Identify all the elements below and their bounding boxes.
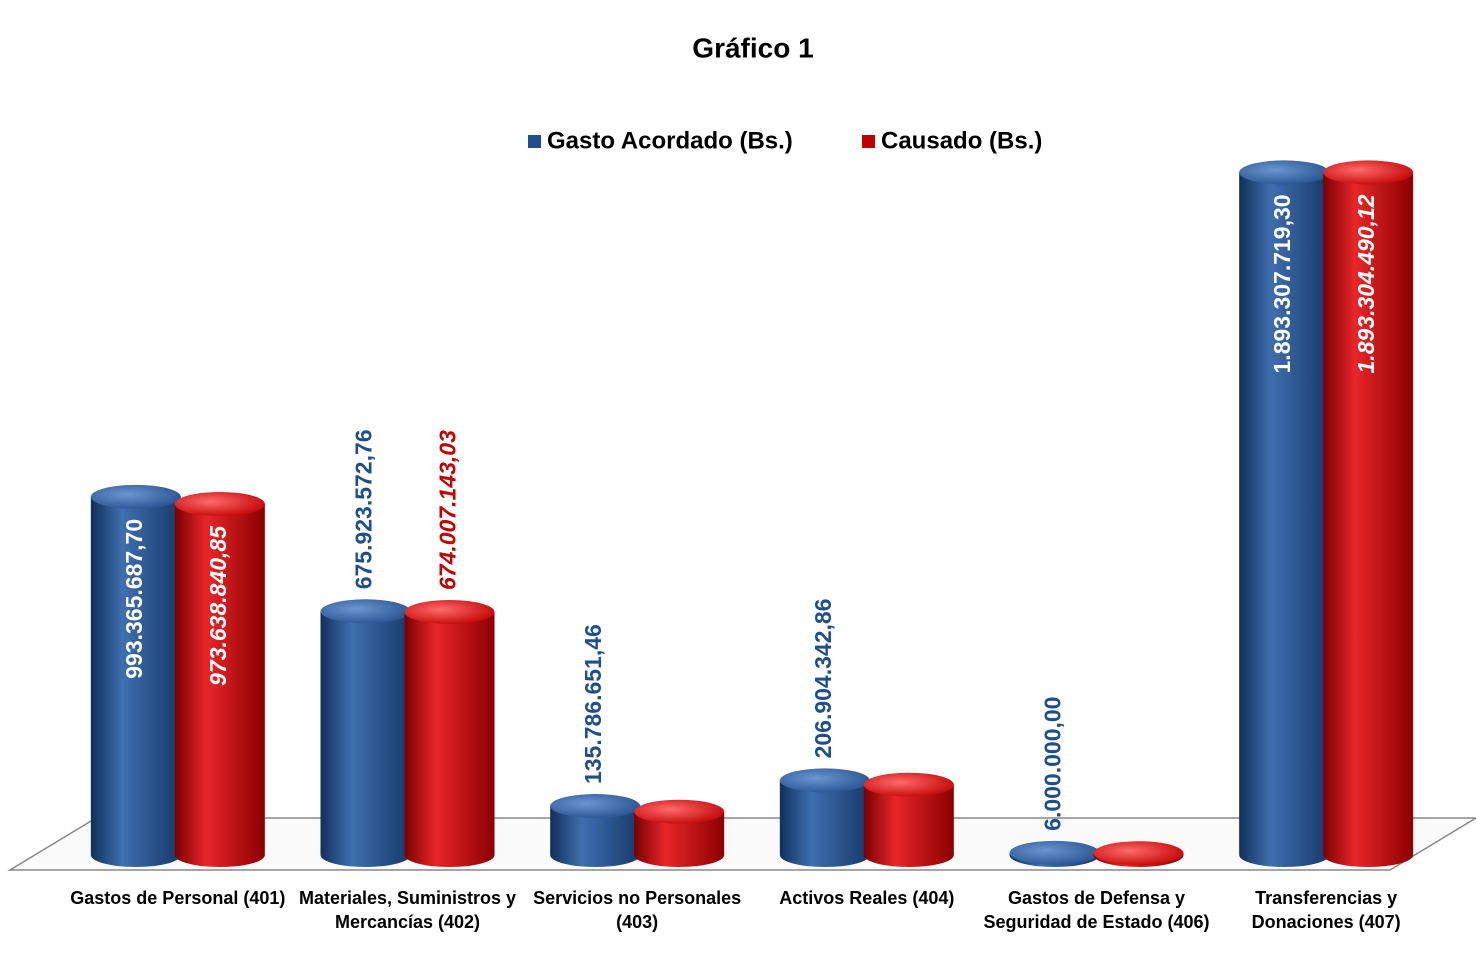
bar-cap bbox=[1009, 840, 1100, 865]
data-label: 135.786.651,46 bbox=[580, 624, 606, 784]
bar bbox=[320, 611, 411, 867]
data-label: 973.638.840,85 bbox=[205, 525, 231, 686]
legend-swatch bbox=[528, 135, 541, 148]
legend-swatch bbox=[862, 135, 875, 148]
bar bbox=[634, 811, 725, 867]
bar-cap bbox=[90, 484, 181, 509]
data-label: 1.893.304.490,12 bbox=[1353, 194, 1379, 373]
bar bbox=[174, 503, 265, 868]
bar-cap bbox=[174, 491, 265, 516]
x-tick-label: Servicios no Personales (403) bbox=[533, 888, 742, 932]
x-tick-label: Gastos de Personal (401) bbox=[70, 888, 286, 908]
bar-cap bbox=[634, 799, 725, 824]
x-tick-label: Materiales, Suministros y Mercancías (40… bbox=[298, 888, 517, 932]
data-label: 6.000.000,00 bbox=[1040, 697, 1066, 831]
bar-cap bbox=[863, 772, 954, 797]
bar-cap bbox=[1093, 841, 1184, 866]
bar-cap bbox=[1323, 160, 1414, 185]
x-tick-label: Activos Reales (404) bbox=[779, 888, 955, 908]
data-label: 993.365.687,70 bbox=[121, 519, 147, 679]
bar bbox=[90, 496, 181, 867]
bar-cap bbox=[1239, 160, 1330, 185]
bar-cap bbox=[320, 599, 411, 624]
bar bbox=[1323, 172, 1414, 867]
bar bbox=[863, 784, 954, 867]
data-label: 675.923.572,76 bbox=[351, 429, 377, 589]
data-label: 674.007.143,03 bbox=[435, 430, 461, 590]
data-label: 206.904.342,86 bbox=[810, 599, 836, 759]
bar-cap bbox=[404, 600, 495, 625]
bar bbox=[1239, 172, 1330, 868]
bar-cap bbox=[550, 794, 641, 819]
chart-title: Gráfico 1 bbox=[692, 32, 813, 63]
bar bbox=[550, 806, 641, 867]
x-tick-label: Gastos de Defensa y Seguridad de Estado … bbox=[983, 888, 1210, 932]
bar-cap bbox=[779, 768, 870, 793]
legend-label: Gasto Acordado (Bs.) bbox=[547, 127, 793, 154]
bar bbox=[404, 612, 495, 867]
data-label: 1.893.307.719,30 bbox=[1269, 194, 1295, 373]
legend-label: Causado (Bs.) bbox=[881, 127, 1042, 154]
bar bbox=[779, 780, 870, 867]
x-tick-label: Transferencias y Donaciones (407) bbox=[1251, 888, 1401, 932]
